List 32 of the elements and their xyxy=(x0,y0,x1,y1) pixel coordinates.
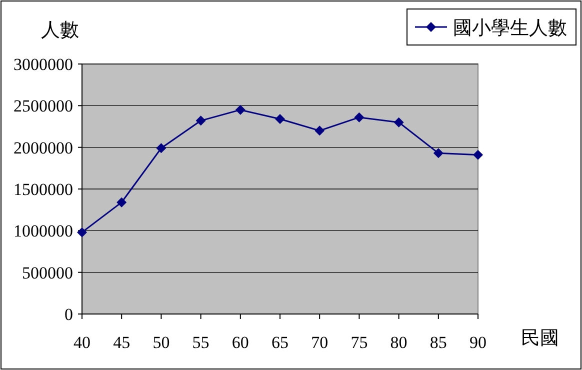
point xyxy=(314,126,325,136)
x-tick-label: 45 xyxy=(113,333,130,352)
y-axis-title: 人數 xyxy=(41,20,79,41)
y-tick-label: 3000000 xyxy=(14,55,73,74)
x-tick-label: 50 xyxy=(152,333,170,352)
x-tick-label: 70 xyxy=(311,333,328,352)
x-tick-label: 80 xyxy=(390,333,408,352)
x-tick-label: 90 xyxy=(470,333,486,352)
x-tick-label: 40 xyxy=(74,333,90,352)
point xyxy=(156,143,166,154)
point xyxy=(116,197,127,208)
point xyxy=(473,150,483,160)
x-tick-label: 55 xyxy=(192,333,210,352)
point xyxy=(354,112,364,122)
x-tick-label: 85 xyxy=(430,333,447,352)
point xyxy=(77,227,87,238)
y-tick-label: 1500000 xyxy=(14,180,73,199)
y-tick-label: 2500000 xyxy=(14,96,73,116)
y-tick-label: 500000 xyxy=(22,263,73,282)
y-tick-label: 1000000 xyxy=(14,222,73,241)
x-axis-title: 民國 xyxy=(521,328,559,349)
point xyxy=(275,114,285,124)
point xyxy=(394,117,404,128)
legend-label: 國小學生人數 xyxy=(453,18,567,39)
point xyxy=(235,104,246,115)
point xyxy=(433,148,444,158)
x-tick-label: 65 xyxy=(272,333,288,352)
x-tick-label: 60 xyxy=(232,333,249,352)
y-tick-label: 2000000 xyxy=(14,138,73,158)
y-tick-label: 0 xyxy=(64,305,73,324)
x-tick-label: 75 xyxy=(350,333,368,352)
point xyxy=(196,116,206,126)
